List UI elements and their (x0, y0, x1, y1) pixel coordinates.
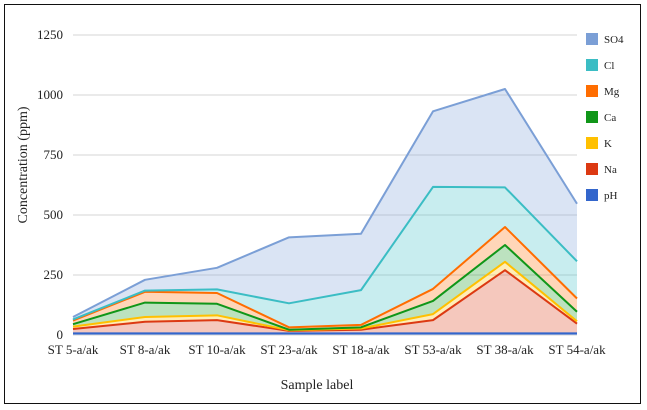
y-tick-labels: 0 250 500 750 1000 1250 (37, 27, 63, 342)
y-axis-title: Concentration (ppm) (16, 106, 31, 223)
x-tick-label: ST 23-a/ak (260, 342, 318, 357)
x-axis-title: Sample label (281, 378, 354, 393)
area-so4 (73, 89, 577, 320)
x-tick-label: ST 53-a/ak (404, 342, 462, 357)
y-tick-label: 250 (44, 267, 64, 282)
legend: SO4 Cl Mg Ca K Na pH (586, 33, 624, 202)
line-cl (72, 185, 578, 321)
legend-swatch (586, 85, 598, 97)
legend-item-cl: Cl (586, 59, 614, 72)
legend-swatch (586, 137, 598, 149)
x-tick-labels: ST 5-a/ak ST 8-a/ak ST 10-a/ak ST 23-a/ak ST… (48, 342, 606, 357)
y-tick-label: 500 (44, 207, 64, 222)
y-tick-label: 750 (44, 147, 64, 162)
legend-swatch (586, 111, 598, 123)
legend-item-ph: pH (586, 189, 618, 202)
x-tick-label: ST 10-a/ak (188, 342, 246, 357)
legend-label: Cl (604, 60, 614, 72)
x-tick-label: ST 5-a/ak (48, 342, 99, 357)
legend-item-na: Na (586, 163, 617, 176)
legend-label: K (604, 138, 612, 150)
x-tick-label: ST 54-a/ak (548, 342, 606, 357)
y-tick-label: 0 (57, 327, 64, 342)
legend-swatch (586, 33, 598, 45)
legend-swatch (586, 59, 598, 71)
area-layer (73, 89, 577, 335)
y-tick-label: 1000 (37, 87, 63, 102)
legend-label: Ca (604, 112, 616, 124)
line-layer (72, 88, 578, 335)
line-mg (72, 226, 578, 329)
x-tick-label: ST 8-a/ak (120, 342, 171, 357)
legend-swatch (586, 163, 598, 175)
legend-label: Na (604, 164, 617, 176)
grid-layer (73, 34, 577, 336)
area-ca (73, 245, 577, 331)
legend-item-ca: Ca (586, 111, 616, 124)
y-tick-label: 1250 (37, 27, 63, 42)
line-so4 (72, 88, 578, 318)
legend-label: Mg (604, 86, 620, 98)
legend-item-mg: Mg (586, 85, 620, 98)
legend-swatch (586, 189, 598, 201)
legend-label: pH (604, 190, 618, 202)
line-ca (72, 244, 578, 331)
area-na (73, 270, 577, 334)
legend-label: SO4 (604, 34, 624, 46)
x-tick-label: ST 18-a/ak (332, 342, 390, 357)
x-tick-label: ST 38-a/ak (476, 342, 534, 357)
legend-item-k: K (586, 137, 612, 150)
chart-frame: 0 250 500 750 1000 1250 ST 5-a/ak ST 8-a/ak ST … (4, 4, 641, 404)
legend-item-so4: SO4 (586, 33, 624, 46)
